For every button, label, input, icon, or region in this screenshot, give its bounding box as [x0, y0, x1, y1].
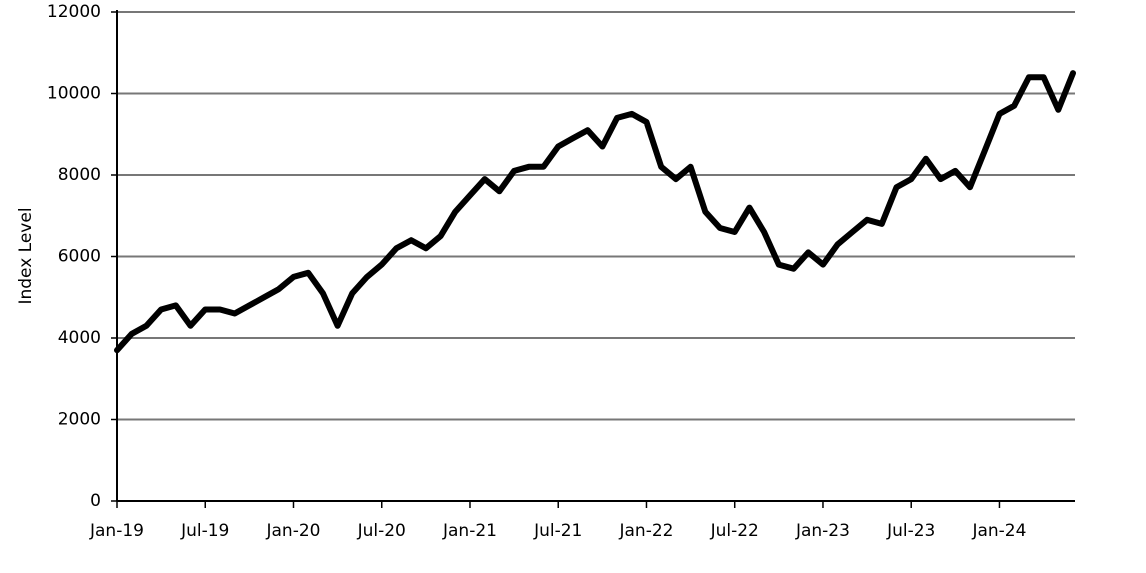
y-tick-label: 8000 [58, 165, 101, 185]
x-tick-label: Jan-20 [266, 521, 321, 541]
x-tick-label: Jan-19 [89, 521, 144, 541]
line-series [114, 70, 1076, 354]
x-tick-label: Jan-22 [618, 521, 673, 541]
x-tick-label: Jan-24 [971, 521, 1026, 541]
x-tick-label: Jul-23 [886, 521, 935, 541]
y-tick-label: 10000 [47, 84, 101, 104]
x-tick-label: Jul-20 [357, 521, 406, 541]
x-tick-label: Jul-22 [710, 521, 759, 541]
x-tick-label: Jan-23 [795, 521, 850, 541]
y-tick-label: 6000 [58, 247, 101, 267]
y-tick-label: 12000 [47, 2, 101, 22]
y-axis-label: Index Level [16, 207, 36, 304]
y-tick-label: 4000 [58, 328, 101, 348]
x-tick-label: Jan-21 [442, 521, 497, 541]
x-tick-label: Jul-21 [533, 521, 582, 541]
x-tick-label: Jul-19 [180, 521, 229, 541]
y-tick-label: 0 [90, 491, 101, 511]
y-tick-label: 2000 [58, 410, 101, 430]
